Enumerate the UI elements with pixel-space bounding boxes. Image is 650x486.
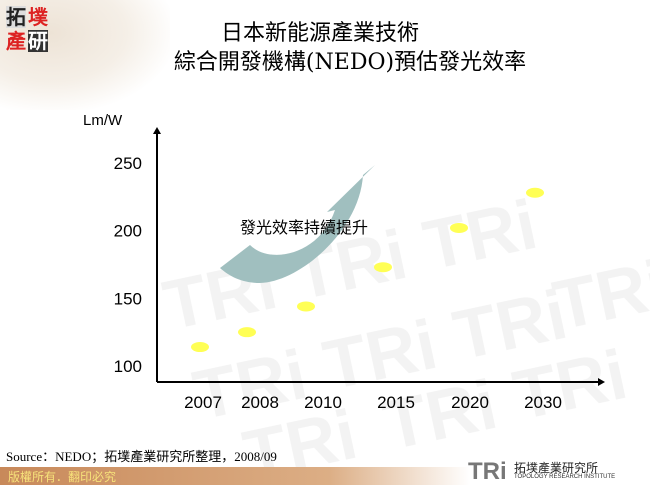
source-note: Source：NEDO；拓墣產業研究所整理，2008/09 bbox=[6, 449, 277, 464]
x-tick-label: 2020 bbox=[451, 393, 489, 412]
page-title-line2: 綜合開發機構(NEDO)預估發光效率 bbox=[173, 50, 527, 75]
svg-text:TRi: TRi bbox=[417, 185, 544, 285]
tri-logo: TRi 拓墣產業研究所 TOPOLOGY RESEARCH INSTITUTE bbox=[468, 458, 648, 485]
data-point-2008 bbox=[238, 327, 256, 338]
annotation-text: 發光效率持續提升 bbox=[240, 218, 368, 237]
x-tick-label: 2030 bbox=[524, 393, 562, 412]
data-point-2030 bbox=[526, 187, 544, 198]
data-point-2020 bbox=[450, 222, 468, 233]
y-axis-label: Lm/W bbox=[83, 112, 123, 129]
x-tick-label: 2010 bbox=[304, 393, 342, 412]
svg-text:TRi: TRi bbox=[547, 245, 650, 345]
x-tick-label: 2015 bbox=[377, 393, 415, 412]
data-point-2015 bbox=[374, 262, 392, 273]
x-tick-label: 2007 bbox=[184, 393, 222, 412]
background-texture bbox=[0, 0, 170, 110]
page-title-line1: 日本新能源產業技術 bbox=[220, 21, 419, 46]
y-tick-label: 200 bbox=[114, 222, 142, 241]
y-tick-label: 100 bbox=[114, 357, 142, 376]
tri-logo-name-en: TOPOLOGY RESEARCH INSTITUTE bbox=[514, 474, 616, 480]
tri-corner-logo: 拓 墣 產 研 bbox=[6, 5, 48, 53]
footer-bar: 版權所有．翻印必究 bbox=[0, 467, 470, 485]
data-point-2007 bbox=[191, 342, 209, 353]
y-axis-arrowhead bbox=[153, 127, 161, 134]
tri-logo-abbr: TRi bbox=[468, 458, 507, 485]
x-tick-label: 2008 bbox=[241, 393, 279, 412]
copyright-text: 版權所有．翻印必究 bbox=[8, 470, 117, 484]
y-tick-label: 150 bbox=[114, 289, 142, 308]
trend-arrow bbox=[220, 165, 375, 283]
data-point-2010 bbox=[297, 301, 315, 312]
tri-logo-name-cn: 拓墣產業研究所 bbox=[514, 461, 599, 475]
y-tick-label: 250 bbox=[114, 154, 142, 173]
x-axis-arrowhead bbox=[598, 378, 605, 386]
